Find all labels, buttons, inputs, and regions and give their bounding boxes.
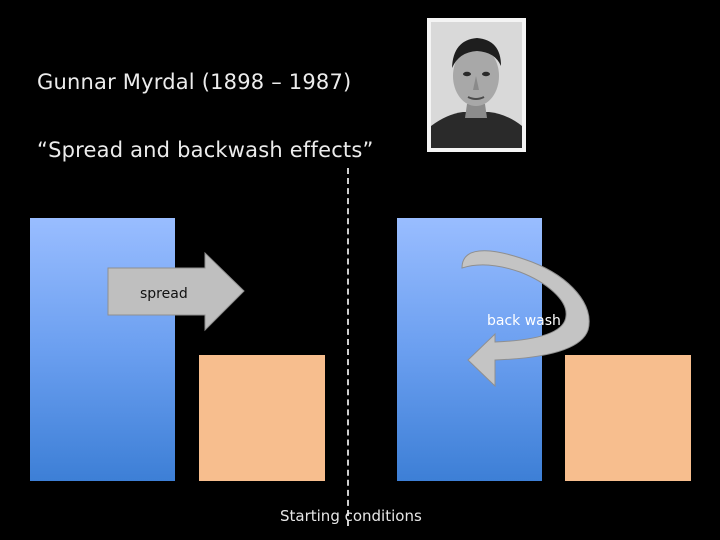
divider-dashed-line [347,168,349,526]
backwash-arrow-icon [461,250,590,388]
slide-title: Gunnar Myrdal (1898 – 1987) [37,70,352,94]
starting-conditions-label: Starting conditions [280,507,422,525]
left-tall-bar [30,218,175,481]
slide-subtitle: “Spread and backwash effects” [37,138,374,162]
portrait-photo [427,18,526,152]
backwash-label: back wash [487,313,561,329]
left-short-bar [199,355,325,481]
spread-label: spread [140,286,188,302]
right-short-bar [565,355,691,481]
spread-arrow-icon [107,251,245,332]
